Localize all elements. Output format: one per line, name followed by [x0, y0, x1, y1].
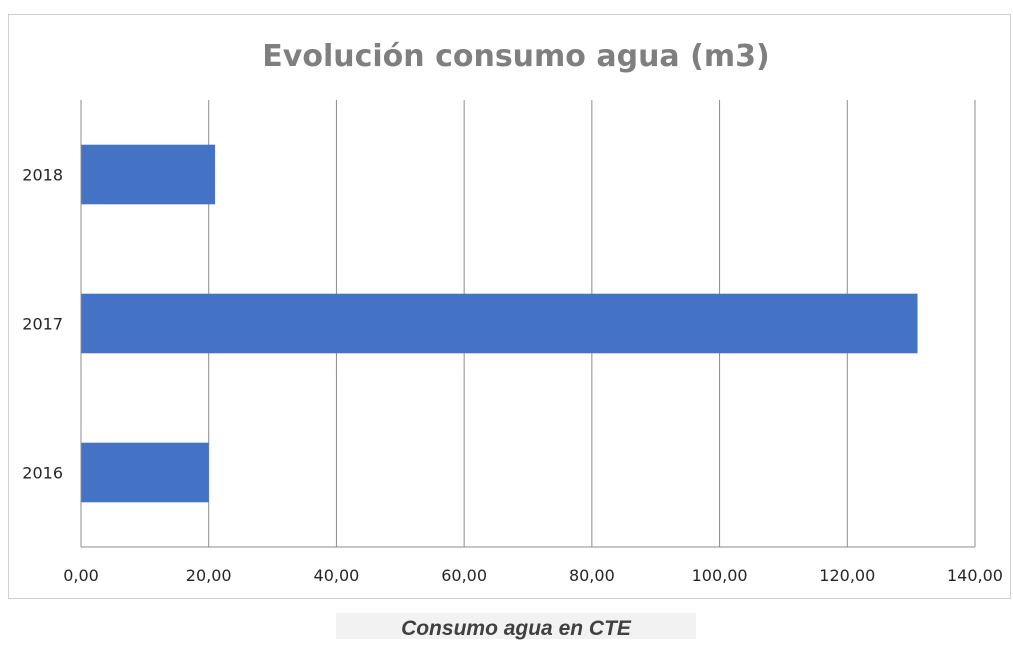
- tick-labels: 0,00 20,00 40,00 60,00 80,00 100,00 120,00 140,…: [22, 166, 1003, 586]
- y-tick-label: 2017: [22, 315, 63, 334]
- axes: [80, 100, 975, 548]
- x-tick-label: 60,00: [441, 566, 487, 585]
- bar-2018: [81, 144, 216, 205]
- x-tick-label: 140,00: [947, 566, 1003, 585]
- chart: Evolución consumo agua (m3) 0,00 20,00 40,…: [22, 39, 1003, 586]
- y-tick-label: 2016: [22, 464, 63, 483]
- bar-2016: [81, 442, 209, 503]
- y-tick-label: 2018: [22, 166, 63, 185]
- bars: [81, 144, 918, 503]
- bar-2017: [81, 293, 918, 354]
- figure-caption: Consumo agua en CTE: [336, 613, 696, 640]
- x-tick-label: 40,00: [314, 566, 360, 585]
- x-tick-label: 80,00: [569, 566, 615, 585]
- x-tick-label: 120,00: [819, 566, 875, 585]
- x-tick-label: 0,00: [63, 566, 99, 585]
- x-tick-label: 100,00: [692, 566, 748, 585]
- chart-title: Evolución consumo agua (m3): [262, 39, 769, 74]
- x-tick-label: 20,00: [186, 566, 232, 585]
